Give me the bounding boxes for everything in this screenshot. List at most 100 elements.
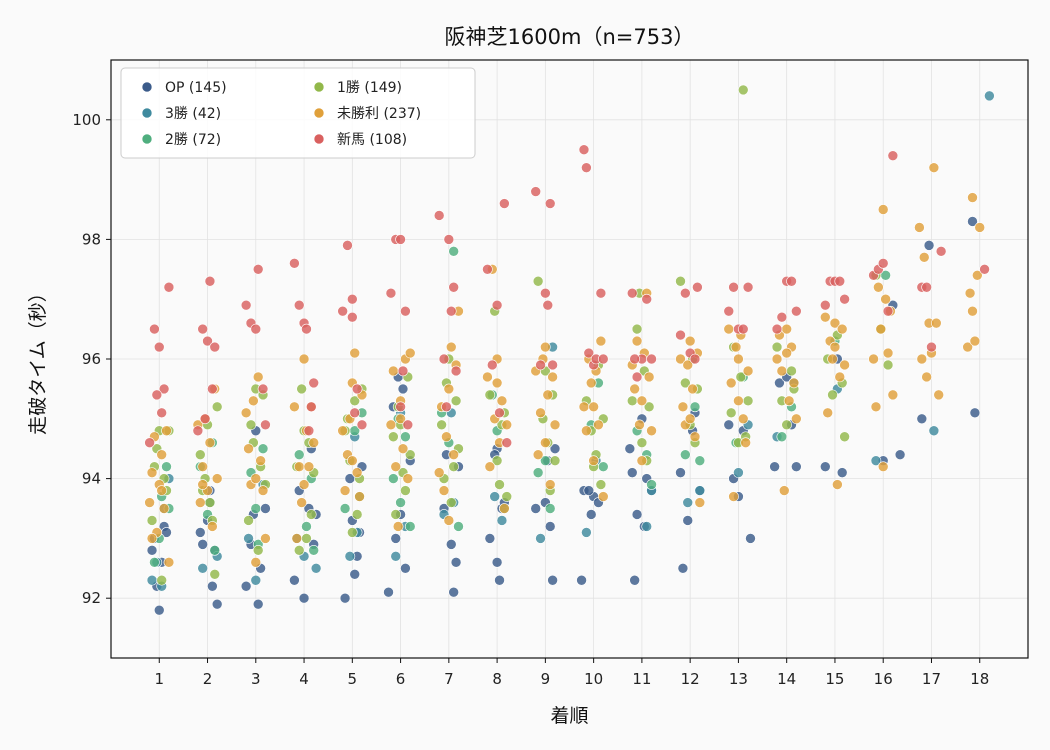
data-point-series-4 — [733, 395, 744, 407]
data-point-series-0 — [624, 443, 636, 455]
data-point-series-3 — [595, 479, 607, 490]
data-point-series-4 — [933, 389, 945, 401]
x-axis-label: 着順 — [550, 705, 588, 727]
data-point-series-5 — [163, 281, 175, 293]
data-point-series-3 — [827, 389, 838, 401]
data-point-series-3 — [245, 419, 257, 431]
data-point-series-4 — [636, 395, 648, 407]
data-point-series-5 — [257, 383, 269, 395]
data-point-series-5 — [192, 425, 204, 437]
data-point-series-5 — [882, 305, 894, 317]
data-point-series-3 — [390, 509, 402, 520]
data-point-series-3 — [742, 395, 754, 407]
data-point-series-4 — [829, 317, 841, 329]
data-point-series-5 — [979, 263, 990, 275]
data-point-series-4 — [578, 401, 590, 413]
data-point-series-5 — [347, 311, 358, 323]
x-tick-label: 16 — [874, 670, 893, 688]
data-point-series-4 — [146, 467, 158, 478]
data-point-series-5 — [349, 407, 361, 419]
x-tick-label: 14 — [777, 670, 796, 688]
data-point-series-0 — [745, 533, 756, 544]
data-point-series-3 — [400, 485, 411, 496]
data-point-series-4 — [289, 401, 300, 413]
x-tick-label: 10 — [584, 670, 603, 688]
data-point-series-5 — [445, 305, 457, 317]
data-point-series-5 — [402, 419, 414, 431]
x-tick-label: 1 — [154, 670, 164, 688]
data-point-series-4 — [870, 401, 882, 413]
data-point-series-4 — [385, 419, 397, 431]
data-point-series-0 — [576, 574, 587, 586]
data-point-series-4 — [882, 347, 894, 359]
legend-marker — [313, 133, 325, 145]
data-point-series-5 — [776, 311, 788, 323]
data-point-series-5 — [443, 234, 455, 245]
data-point-series-4 — [875, 323, 887, 335]
data-point-series-2 — [776, 431, 788, 443]
data-point-series-2 — [646, 479, 657, 490]
data-point-series-5 — [887, 150, 899, 161]
data-point-series-0 — [675, 467, 686, 478]
data-point-series-5 — [303, 425, 315, 437]
data-point-series-5 — [337, 305, 348, 317]
data-point-series-4 — [918, 252, 930, 263]
data-point-series-5 — [301, 323, 312, 335]
data-point-series-5 — [581, 162, 592, 173]
data-point-series-0 — [819, 461, 831, 472]
data-point-series-5 — [547, 359, 558, 371]
data-point-series-4 — [257, 485, 269, 496]
data-point-series-4 — [549, 419, 561, 431]
data-point-series-5 — [156, 407, 167, 419]
data-point-series-2 — [388, 473, 399, 484]
data-point-series-2 — [209, 545, 221, 556]
data-point-series-4 — [687, 383, 698, 395]
data-point-series-5 — [737, 323, 749, 335]
data-point-series-4 — [347, 455, 358, 466]
data-point-series-4 — [974, 222, 986, 233]
data-point-series-5 — [397, 365, 409, 377]
data-point-series-0 — [153, 604, 165, 616]
data-point-series-4 — [404, 347, 416, 359]
data-point-series-0 — [626, 467, 638, 478]
data-point-series-5 — [631, 371, 643, 383]
data-point-series-4 — [433, 467, 445, 478]
data-point-series-4 — [496, 395, 508, 407]
data-point-series-4 — [834, 371, 846, 383]
data-point-series-0 — [146, 545, 158, 556]
data-point-series-4 — [730, 341, 742, 353]
data-point-series-3 — [781, 419, 792, 431]
data-point-series-5 — [542, 299, 554, 311]
data-point-series-5 — [385, 287, 397, 299]
data-point-series-4 — [783, 395, 795, 407]
x-tick-label: 6 — [396, 670, 406, 688]
legend-marker — [141, 81, 153, 93]
data-point-series-5 — [441, 401, 452, 413]
data-point-series-4 — [211, 473, 223, 484]
data-point-series-4 — [827, 353, 838, 365]
data-point-series-5 — [641, 293, 653, 305]
data-point-series-4 — [972, 269, 983, 281]
legend-box — [120, 67, 476, 159]
data-point-series-4 — [581, 425, 592, 437]
data-point-series-2 — [149, 557, 160, 568]
data-point-series-3 — [491, 455, 503, 466]
data-point-series-4 — [791, 413, 802, 425]
data-point-series-0 — [390, 533, 402, 544]
data-point-series-1 — [390, 551, 402, 562]
data-points — [144, 84, 995, 616]
data-point-series-2 — [689, 401, 701, 413]
data-point-series-4 — [540, 437, 551, 449]
data-point-series-3 — [675, 275, 686, 287]
data-point-series-4 — [776, 365, 788, 377]
data-point-series-5 — [395, 401, 406, 413]
data-point-series-5 — [433, 210, 445, 221]
data-point-series-5 — [583, 347, 595, 359]
data-point-series-4 — [585, 377, 597, 389]
data-point-series-5 — [293, 299, 305, 311]
data-point-series-2 — [257, 443, 269, 455]
data-point-series-4 — [296, 497, 307, 508]
data-point-series-1 — [250, 574, 262, 586]
data-point-series-4 — [725, 377, 737, 389]
